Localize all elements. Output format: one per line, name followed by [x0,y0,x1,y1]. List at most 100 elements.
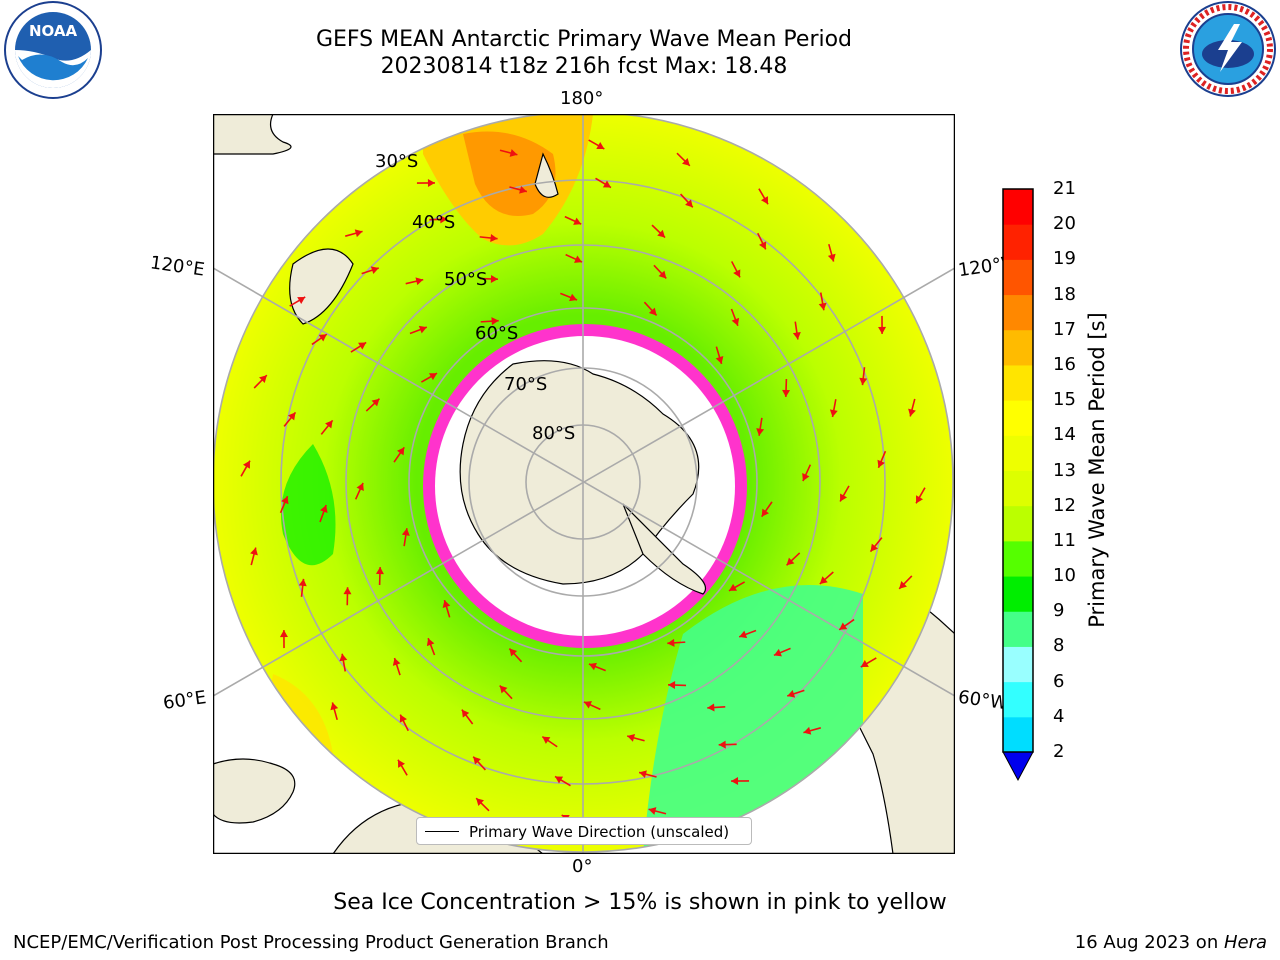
polar-map [212,113,956,855]
colorbar-tick: 12 [1053,494,1076,516]
wave-direction-arrow [289,296,306,307]
wave-direction-arrow [707,703,726,712]
colorbar-tick: 15 [1053,389,1076,411]
wave-direction-arrow [401,528,410,547]
lat-label-70s: 70°S [504,374,548,395]
wave-direction-arrow [648,807,667,815]
wave-direction-arrow [730,308,740,327]
colorbar-segment [1003,224,1033,260]
wave-direction-arrow [298,578,307,597]
wave-direction-arrow [761,501,773,518]
wave-direction-arrow [279,630,288,649]
wave-direction-arrow [738,629,757,639]
wave-direction-arrow [827,244,836,262]
wave-direction-arrow [583,701,601,711]
wave-direction-arrow [756,417,765,436]
colorbar-tick: 13 [1053,459,1076,481]
wave-direction-arrow [803,726,821,735]
colorbar-tick: 2 [1053,741,1065,762]
colorbar-tick: 11 [1053,529,1076,551]
colorbar-tick: 14 [1053,424,1076,446]
wave-direction-arrow [773,647,791,657]
lat-label-40s: 40°S [412,212,456,233]
colorbar-segment [1003,646,1033,683]
wave-direction-arrow [361,266,380,275]
colorbar-segment [1003,681,1033,718]
wave-direction-arrow [250,547,258,566]
colorbar-segment [1003,189,1033,225]
wave-direction-arrow [731,777,750,786]
wave-direction-arrow [757,232,767,250]
wave-direction-arrow [915,487,926,504]
wave-direction-arrow [829,399,838,418]
wave-direction-arrow [782,378,791,397]
wave-direction-arrow [479,234,498,242]
wave-direction-arrow [860,657,877,668]
wave-direction-arrow [715,346,724,365]
wave-direction-arrow [442,599,451,618]
wave-direction-arrow [420,372,438,383]
wave-direction-arrow [730,261,741,278]
wave-direction-arrow [564,215,582,225]
wave-direction-arrow [416,178,435,187]
wave-direction-arrow [667,638,686,647]
wave-direction-arrow [818,292,827,311]
wave-direction-arrow [758,188,769,205]
wave-direction-arrow [565,253,583,263]
wave-direction-arrow [509,185,528,194]
wave-direction-arrow [908,398,916,417]
wave-direction-arrow [253,374,268,389]
wave-direction-arrow [869,537,883,553]
colorbar-tick: 8 [1053,635,1065,657]
wave-direction-arrow [541,735,558,748]
lat-label-30s: 30°S [375,151,419,172]
wave-direction-arrow [279,495,289,514]
svg-text:NOAA: NOAA [29,22,78,40]
wave-direction-arrow [839,485,850,502]
wave-direction-arrow [480,317,499,326]
lat-label-80s: 80°S [532,423,576,444]
colorbar-tick: 10 [1053,565,1076,587]
colorbar-segment [1003,400,1033,436]
wave-direction-arrow [878,315,887,334]
colorbar-segment [1003,259,1033,296]
colorbar-tick: 17 [1053,318,1076,340]
colorbar-segment [1003,611,1033,647]
colorbar-tick: 6 [1053,670,1065,692]
map-legend: Primary Wave Direction (unscaled) [416,817,752,845]
noaa-logo: NOAA [4,1,102,99]
wave-direction-arrow [653,264,667,279]
colorbar-tick: 18 [1053,283,1076,305]
wave-direction-arrow [499,149,518,157]
lon-label-0: 0° [572,856,593,877]
wave-direction-arrow [475,797,490,812]
wave-direction-arrow [554,775,571,787]
wave-direction-arrow [499,685,513,700]
colorbar-segment [1003,716,1033,753]
wave-direction-arrow [877,450,887,469]
wave-direction-arrow [339,653,348,672]
nws-logo [1180,1,1276,97]
colorbar-segment [1003,435,1033,471]
wave-direction-arrow [409,325,428,335]
wave-direction-arrow [595,177,612,189]
wave-direction-arrow [397,759,408,776]
wave-direction-arrow [472,756,486,771]
wave-direction-arrow [838,618,855,631]
wave-direction-arrow [643,301,658,317]
wave-direction-arrow [859,367,868,386]
colorbar-tick: 21 [1053,178,1076,199]
lon-label-120e: 120°E [148,252,206,281]
wave-direction-arrow [792,321,801,340]
colorbar [1002,188,1034,782]
wave-direction-arrow [668,681,687,690]
wave-direction-arrow [392,657,401,676]
wave-direction-arrow [330,702,339,720]
colorbar-segment [1003,540,1033,577]
wave-direction-arrow [676,152,691,167]
wave-direction-arrow [680,193,694,208]
colorbar-tick: 9 [1053,600,1065,622]
wave-direction-arrow [399,714,409,732]
wave-direction-arrow [426,637,436,656]
colorbar-segment [1003,505,1033,542]
